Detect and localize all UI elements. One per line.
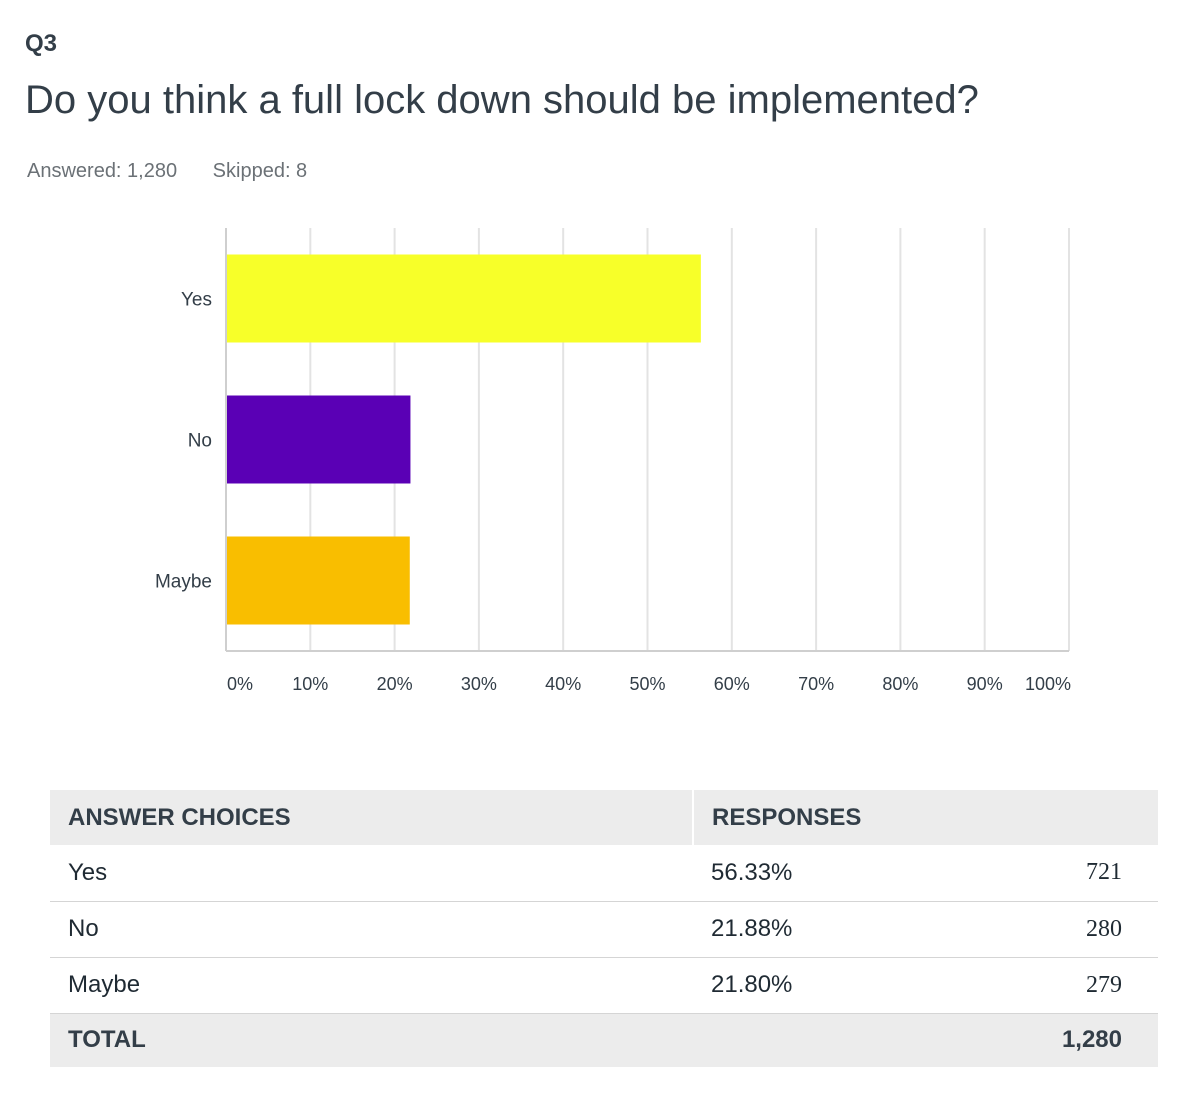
table-row: Yes 56.33% 721 xyxy=(50,845,1158,902)
row-choice: Maybe xyxy=(50,957,693,1014)
chart-tick-labels: 0% 10% 20% 30% 40% 50% 60% 70% 80% 90% 100% xyxy=(227,674,1071,694)
x-tick-label: 80% xyxy=(882,674,918,694)
total-spacer xyxy=(693,1013,929,1067)
x-tick-label: 30% xyxy=(461,674,497,694)
total-label: TOTAL xyxy=(50,1013,693,1067)
chart-category-labels: Yes No Maybe xyxy=(155,290,212,593)
chart-axes xyxy=(225,228,1069,652)
answered-count: Answered: 1,280 xyxy=(27,160,178,182)
row-choice: No xyxy=(50,901,693,958)
x-tick-label: 40% xyxy=(545,674,581,694)
x-tick-label: 20% xyxy=(377,674,413,694)
row-choice: Yes xyxy=(50,845,693,902)
row-percent: 21.80% xyxy=(693,957,929,1014)
bar-maybe xyxy=(226,536,410,625)
category-label: Yes xyxy=(181,290,212,311)
row-percent: 21.88% xyxy=(693,901,929,958)
answers-table: ANSWER CHOICES RESPONSES Yes 56.33% 721 … xyxy=(50,790,1158,1067)
table-row: No 21.88% 280 xyxy=(50,901,1158,958)
question-title: Do you think a full lock down should be … xyxy=(25,78,979,122)
bar-yes xyxy=(226,254,701,343)
category-label: Maybe xyxy=(155,572,212,593)
x-tick-label: 90% xyxy=(967,674,1003,694)
bar-no xyxy=(226,395,411,484)
total-count: 1,280 xyxy=(928,1013,1158,1067)
x-tick-label: 0% xyxy=(227,674,253,694)
header-answer-choices: ANSWER CHOICES xyxy=(50,790,693,845)
table-header-row: ANSWER CHOICES RESPONSES xyxy=(50,790,1158,845)
chart-bars xyxy=(226,254,701,625)
table-row: Maybe 21.80% 279 xyxy=(50,957,1158,1014)
row-percent: 56.33% xyxy=(693,845,929,902)
question-number: Q3 xyxy=(25,30,58,57)
total-row: TOTAL 1,280 xyxy=(50,1013,1158,1067)
header-responses: RESPONSES xyxy=(692,790,1158,845)
row-count: 721 xyxy=(928,845,1158,902)
x-tick-label: 60% xyxy=(714,674,750,694)
response-stats: Answered: 1,280 Skipped: 8 xyxy=(27,160,337,183)
row-count: 279 xyxy=(928,957,1158,1014)
x-tick-label: 10% xyxy=(292,674,328,694)
x-tick-label: 70% xyxy=(798,674,834,694)
row-count: 280 xyxy=(928,901,1158,958)
x-tick-label: 100% xyxy=(1025,674,1071,694)
skipped-count: Skipped: 8 xyxy=(212,160,308,182)
x-tick-label: 50% xyxy=(629,674,665,694)
category-label: No xyxy=(188,431,212,452)
bar-chart: Yes No Maybe 0% 10% 20% 30% 40% 50% 60% 70% 80% 90%… xyxy=(155,228,1071,694)
